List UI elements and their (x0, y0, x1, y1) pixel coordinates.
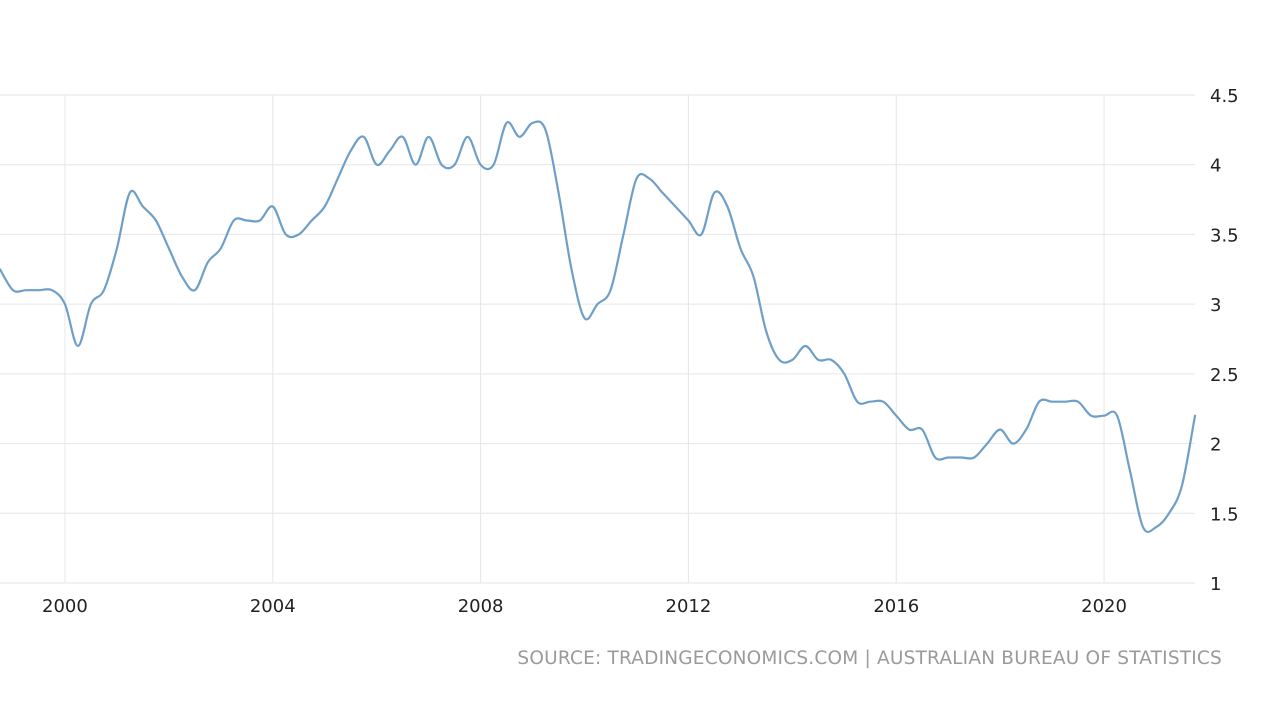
x-tick-label: 2008 (458, 596, 504, 617)
series-group (0, 120, 1197, 533)
y-axis-tick-labels: 1 1.5 2 2.5 3 3.5 4 4.5 (1210, 86, 1239, 595)
x-tick-label: 2004 (250, 596, 296, 617)
y-tick-label: 4 (1210, 156, 1221, 177)
y-tick-label: 4.5 (1210, 86, 1239, 107)
x-tick-label: 2016 (873, 596, 919, 617)
x-axis-tick-labels: 2000 2004 2008 2012 2016 2020 (42, 596, 1127, 617)
source-attribution: SOURCE: TRADINGECONOMICS.COM | AUSTRALIA… (517, 648, 1222, 669)
y-gridlines (0, 94, 1195, 584)
y-tick-label: 2 (1210, 435, 1221, 456)
series-line (0, 120, 1197, 533)
x-tick-label: 2012 (666, 596, 712, 617)
y-tick-label: 1 (1210, 574, 1221, 595)
y-tick-label: 2.5 (1210, 365, 1239, 386)
x-tick-label: 2020 (1081, 596, 1127, 617)
y-tick-label: 1.5 (1210, 504, 1239, 525)
y-tick-label: 3.5 (1210, 225, 1239, 246)
y-tick-label: 3 (1210, 295, 1221, 316)
x-gridlines (64, 95, 1105, 583)
x-tick-label: 2000 (42, 596, 88, 617)
